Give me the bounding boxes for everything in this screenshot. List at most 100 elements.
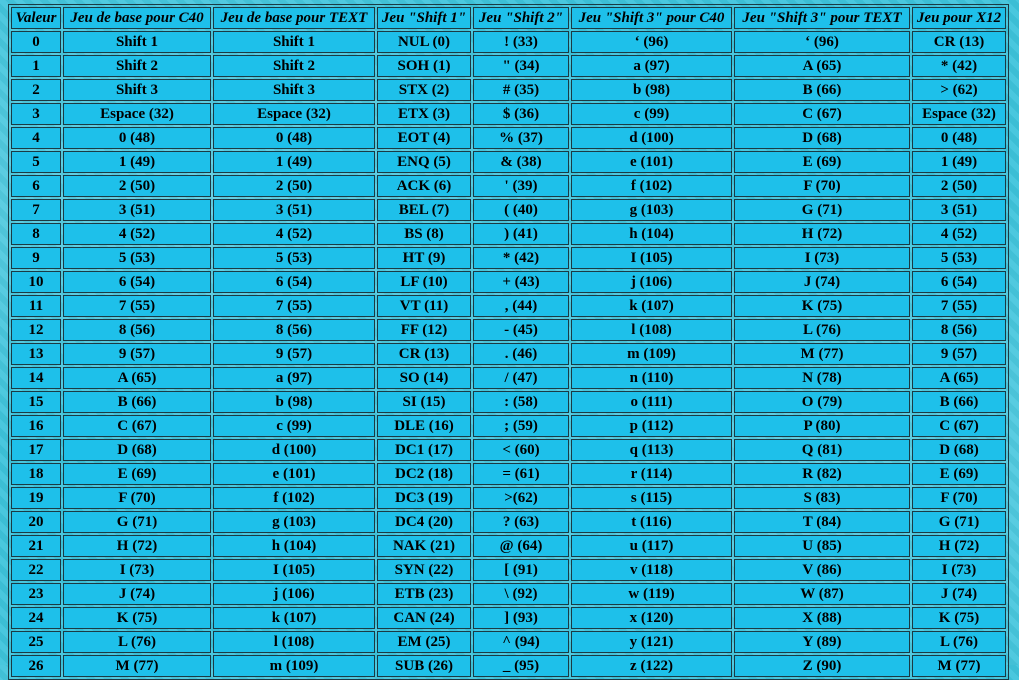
cell-shift3-text: S (83) [734,487,910,509]
header-row: Valeur Jeu de base pour C40 Jeu de base … [11,7,1006,29]
cell-shift3-c40: b (98) [571,79,732,101]
cell-base-c40: 8 (56) [63,319,211,341]
cell-valeur: 21 [11,535,61,557]
cell-shift3-text: J (74) [734,271,910,293]
cell-base-c40: 0 (48) [63,127,211,149]
cell-x12: B (66) [912,391,1006,413]
cell-shift3-c40: f (102) [571,175,732,197]
cell-base-c40: Shift 1 [63,31,211,53]
cell-shift3-text: F (70) [734,175,910,197]
cell-shift3-text: H (72) [734,223,910,245]
cell-shift1: CR (13) [377,343,471,365]
cell-shift1: SI (15) [377,391,471,413]
cell-shift3-text: A (65) [734,55,910,77]
cell-shift3-text: W (87) [734,583,910,605]
table-row: 15 B (66) b (98) SI (15): (58) o (111) O (79)… [11,391,1006,413]
cell-base-c40: 7 (55) [63,295,211,317]
cell-base-text: Shift 3 [213,79,375,101]
cell-base-text: e (101) [213,463,375,485]
cell-shift2: . (46) [473,343,569,365]
cell-x12: 3 (51) [912,199,1006,221]
cell-x12: Espace (32) [912,103,1006,125]
cell-base-c40: F (70) [63,487,211,509]
cell-valeur: 3 [11,103,61,125]
table-row: 0 Shift 1 Shift 1 NUL (0)! (33) ‘ (96) ‘ (96)… [11,31,1006,53]
cell-shift3-c40: l (108) [571,319,732,341]
cell-shift2: + (43) [473,271,569,293]
cell-shift3-text: N (78) [734,367,910,389]
cell-valeur: 24 [11,607,61,629]
cell-shift2: ] (93) [473,607,569,629]
cell-base-text: f (102) [213,487,375,509]
cell-shift1: DC3 (19) [377,487,471,509]
cell-shift3-c40: e (101) [571,151,732,173]
table-row: 23 J (74) j (106) ETB (23) \ (92) w (119) W (8… [11,583,1006,605]
cell-base-text: h (104) [213,535,375,557]
cell-shift3-text: D (68) [734,127,910,149]
cell-shift3-text: C (67) [734,103,910,125]
cell-base-text: m (109) [213,655,375,677]
cell-base-text: g (103) [213,511,375,533]
cell-shift3-text: ‘ (96) [734,31,910,53]
table-row: 25 L (76) l (108) EM (25) ^ (94) y (121) Y (89… [11,631,1006,653]
cell-base-c40: 4 (52) [63,223,211,245]
cell-shift2: - (45) [473,319,569,341]
cell-valeur: 6 [11,175,61,197]
cell-x12: C (67) [912,415,1006,437]
cell-valeur: 19 [11,487,61,509]
cell-shift1: FF (12) [377,319,471,341]
cell-x12: > (62) [912,79,1006,101]
cell-shift3-c40: m (109) [571,343,732,365]
cell-shift3-text: Q (81) [734,439,910,461]
cell-shift3-text: R (82) [734,463,910,485]
cell-shift1: BEL (7) [377,199,471,221]
cell-shift2: % (37) [473,127,569,149]
header-shift3-text: Jeu "Shift 3" pour TEXT [734,7,910,29]
cell-valeur: 0 [11,31,61,53]
cell-base-c40: D (68) [63,439,211,461]
cell-shift1: SOH (1) [377,55,471,77]
cell-shift2: _ (95) [473,655,569,677]
cell-valeur: 13 [11,343,61,365]
cell-valeur: 8 [11,223,61,245]
cell-shift1: DLE (16) [377,415,471,437]
cell-base-text: 5 (53) [213,247,375,269]
table-body: 0 Shift 1 Shift 1 NUL (0)! (33) ‘ (96) ‘ (96)… [11,31,1006,677]
cell-shift2: : (58) [473,391,569,413]
table-row: 14 A (65) a (97) SO (14) / (47) n (110) N (78)… [11,367,1006,389]
table-row: 18 E (69) e (101) DC2 (18) = (61) r (114) R (8… [11,463,1006,485]
cell-base-c40: 6 (54) [63,271,211,293]
cell-shift1: DC4 (20) [377,511,471,533]
cell-base-c40: M (77) [63,655,211,677]
cell-shift3-text: O (79) [734,391,910,413]
table-row: 16 C (67) c (99) DLE (16); (59) p (112) P (80… [11,415,1006,437]
cell-base-text: c (99) [213,415,375,437]
cell-shift3-c40: p (112) [571,415,732,437]
cell-shift2: ! (33) [473,31,569,53]
header-base-c40: Jeu de base pour C40 [63,7,211,29]
cell-shift3-text: T (84) [734,511,910,533]
cell-base-c40: 2 (50) [63,175,211,197]
cell-shift3-c40: d (100) [571,127,732,149]
cell-x12: F (70) [912,487,1006,509]
cell-base-text: I (105) [213,559,375,581]
cell-shift3-c40: w (119) [571,583,732,605]
cell-base-c40: I (73) [63,559,211,581]
cell-shift2: # (35) [473,79,569,101]
table-row: 1 Shift 2 Shift 2 SOH (1) " (34) a (97) A (65)… [11,55,1006,77]
cell-shift3-c40: z (122) [571,655,732,677]
cell-base-c40: 9 (57) [63,343,211,365]
cell-shift3-text: E (69) [734,151,910,173]
table-row: 24 K (75) k (107) CAN (24)] (93) x (120) X (8… [11,607,1006,629]
cell-base-c40: Espace (32) [63,103,211,125]
cell-shift2: @ (64) [473,535,569,557]
cell-shift3-c40: v (118) [571,559,732,581]
cell-base-text: 0 (48) [213,127,375,149]
cell-shift2: < (60) [473,439,569,461]
cell-shift1: NAK (21) [377,535,471,557]
cell-shift3-c40: ‘ (96) [571,31,732,53]
cell-base-c40: H (72) [63,535,211,557]
